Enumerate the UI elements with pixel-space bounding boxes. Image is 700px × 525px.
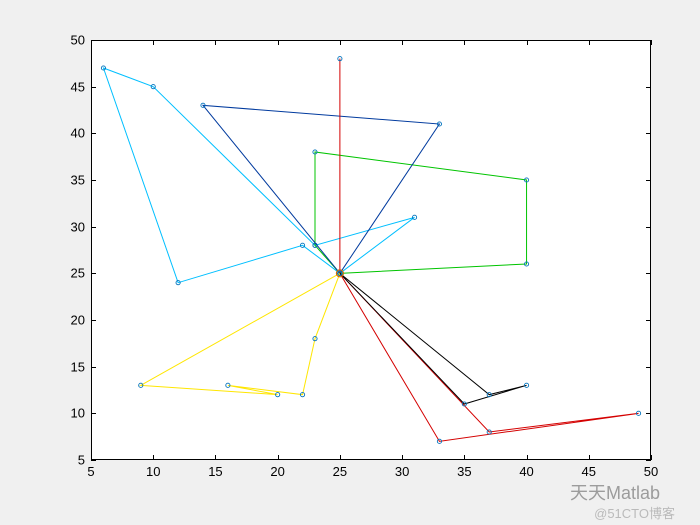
x-tick-label: 40 (519, 464, 533, 479)
x-tick-label: 20 (270, 464, 284, 479)
y-tick-label: 15 (71, 359, 85, 374)
route-line (340, 273, 527, 404)
route-line (340, 59, 639, 442)
x-tick-label: 45 (582, 464, 596, 479)
y-tick-label: 20 (71, 313, 85, 328)
y-tick-label: 40 (71, 126, 85, 141)
y-tick-label: 30 (71, 219, 85, 234)
y-tick-label: 25 (71, 266, 85, 281)
y-tick-label: 50 (71, 33, 85, 48)
route-line (103, 68, 414, 283)
y-tick-label: 5 (78, 453, 85, 468)
plot-svg (0, 0, 700, 525)
x-tick-label: 15 (208, 464, 222, 479)
figure: 天天Matlab @51CTO博客 5101520253035404550510… (0, 0, 700, 525)
x-tick-label: 30 (395, 464, 409, 479)
route-line (141, 273, 340, 394)
y-tick-label: 35 (71, 173, 85, 188)
x-tick-label: 10 (146, 464, 160, 479)
y-tick-label: 45 (71, 79, 85, 94)
x-tick-label: 35 (457, 464, 471, 479)
y-tick-label: 10 (71, 406, 85, 421)
route-line (203, 105, 439, 273)
x-tick-label: 50 (644, 464, 658, 479)
x-tick-label: 5 (87, 464, 94, 479)
x-tick-label: 25 (333, 464, 347, 479)
route-line (315, 152, 527, 273)
